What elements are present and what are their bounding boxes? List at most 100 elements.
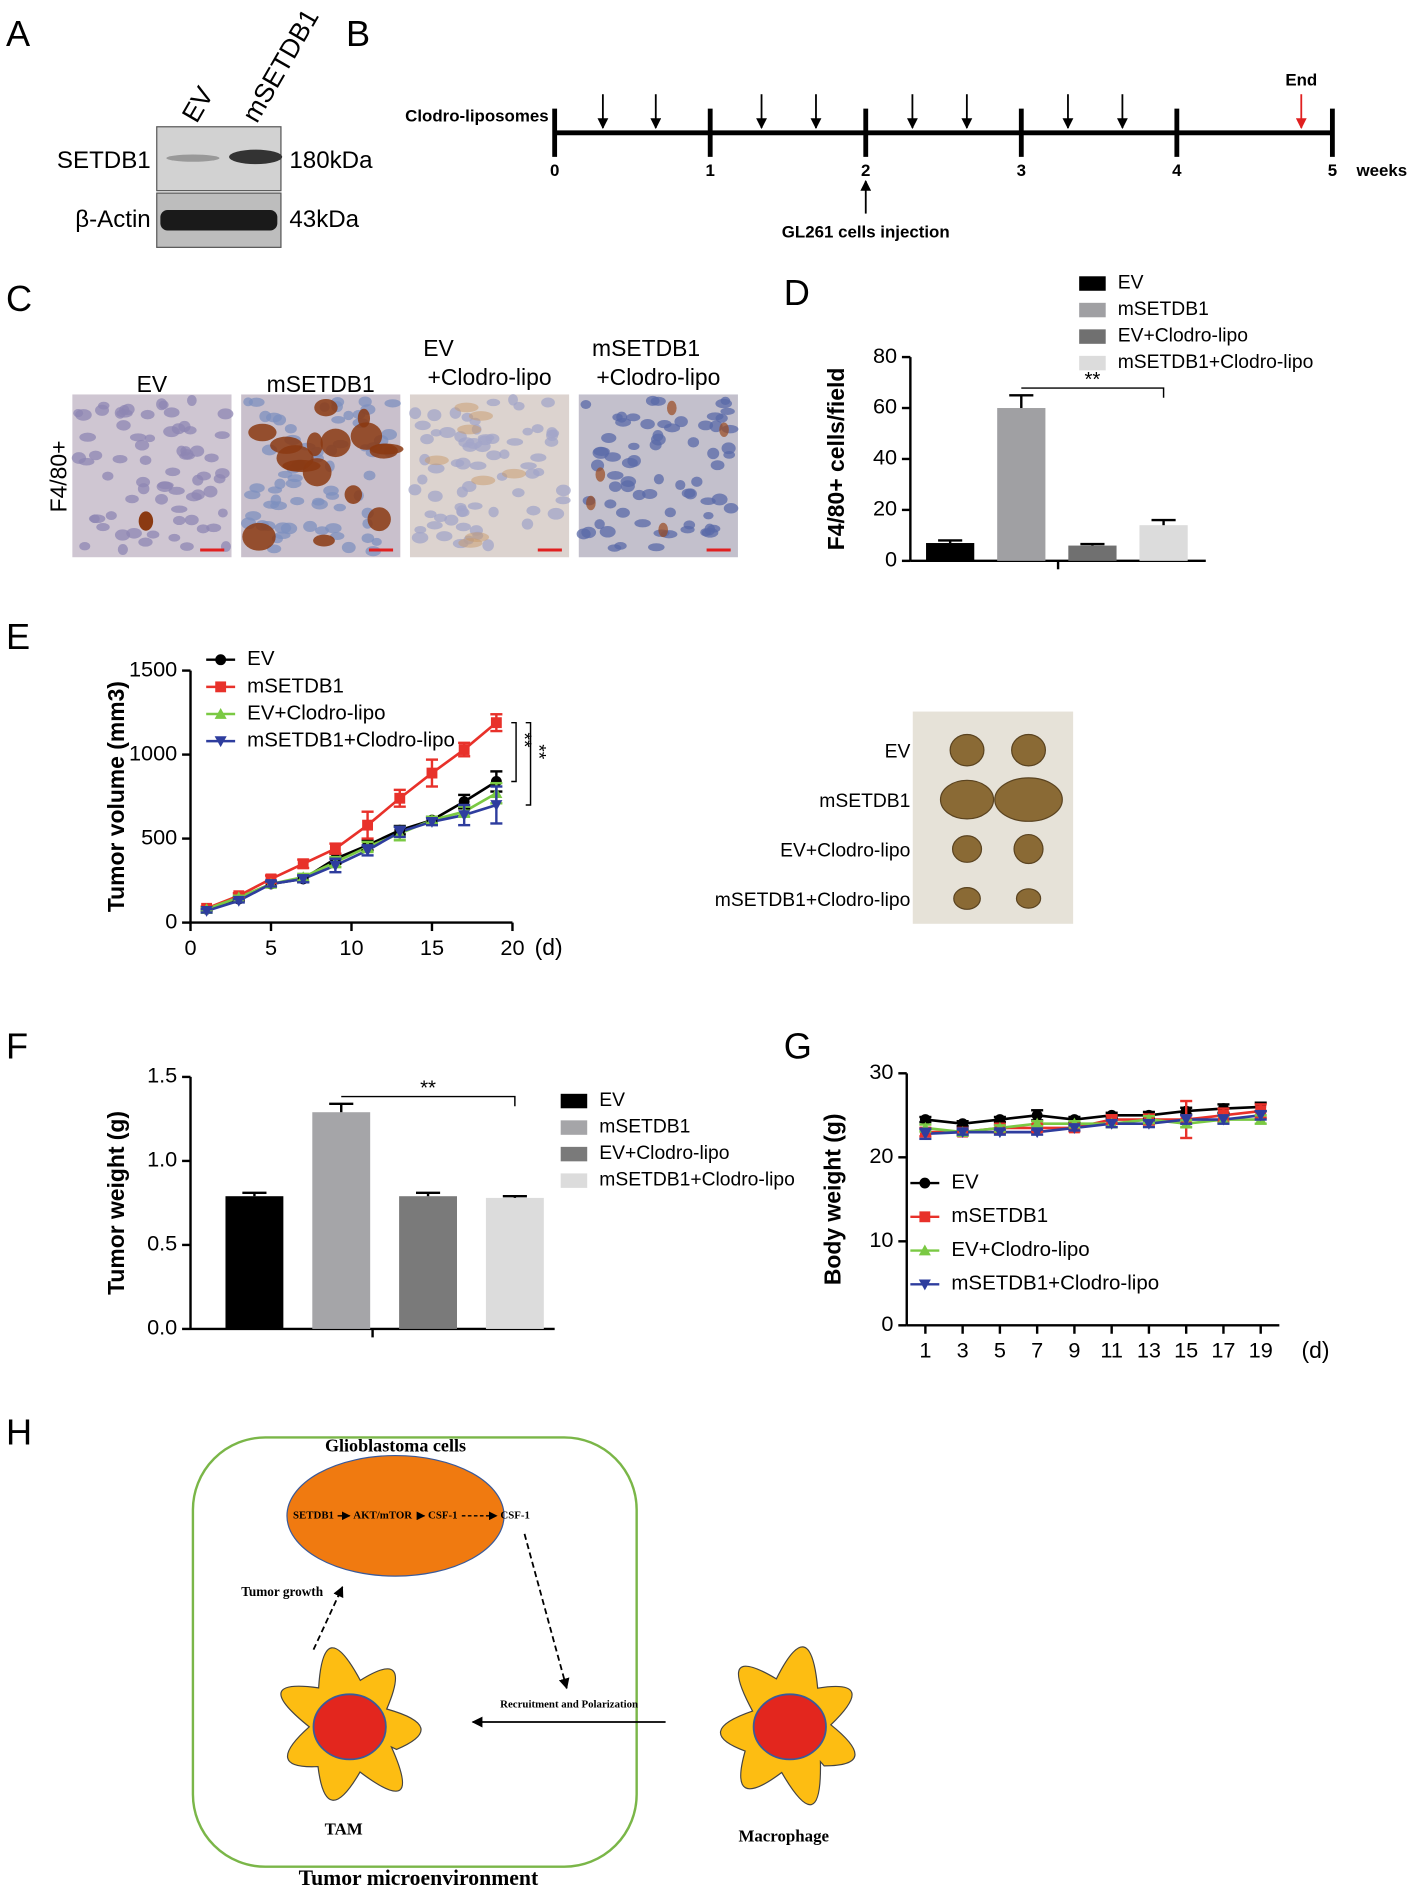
growth-label: Tumor growth — [241, 1584, 323, 1599]
point — [956, 1127, 969, 1139]
bar — [926, 543, 975, 561]
nucleus — [721, 442, 736, 455]
nucleus — [180, 542, 194, 551]
nucleus — [190, 445, 205, 457]
timeline-tick-label: 1 — [706, 161, 715, 180]
protein-label: SETDB1 — [57, 147, 151, 174]
nucleus — [284, 423, 297, 434]
ihc-title: mSETDB1 — [267, 371, 375, 397]
stain — [424, 455, 449, 466]
pathway-node: CSF-1 — [428, 1509, 458, 1521]
macrophage-label: Macrophage — [738, 1827, 829, 1846]
nucleus — [144, 434, 156, 443]
stain — [313, 534, 335, 547]
nucleus — [343, 410, 354, 421]
bar — [399, 1196, 457, 1329]
x-tick-label: 20 — [500, 935, 524, 960]
nucleus — [156, 481, 173, 492]
nucleus — [114, 529, 131, 541]
point — [297, 874, 310, 885]
nucleus — [183, 426, 197, 435]
nucleus — [650, 396, 666, 406]
nucleus — [173, 515, 186, 526]
point — [490, 800, 503, 812]
x-tick-label: 5 — [994, 1338, 1006, 1363]
legend-swatch — [560, 1120, 588, 1135]
point — [329, 860, 342, 872]
injection-label: GL261 cells injection — [782, 222, 950, 241]
nucleus — [168, 533, 181, 542]
y-axis-label: Tumor volume (mm3) — [103, 681, 129, 912]
nucleus — [126, 527, 142, 539]
ihc-title: +Clodro-lipo — [596, 364, 720, 390]
legend-label: mSETDB1+Clodro-lipo — [1118, 352, 1314, 373]
legend-label: mSETDB1+Clodro-lipo — [247, 729, 455, 752]
stain — [458, 538, 483, 548]
legend-marker — [918, 1279, 931, 1291]
nucleus — [430, 429, 442, 437]
nucleus — [531, 424, 544, 434]
point — [1217, 1114, 1230, 1126]
protein-label: β-Actin — [75, 206, 151, 233]
row-label: F4/80+ — [45, 440, 71, 512]
nucleus — [486, 398, 501, 407]
point — [425, 816, 439, 828]
stain — [471, 475, 496, 486]
error-bar — [242, 1191, 267, 1197]
nucleus — [752, 1693, 827, 1761]
series-line — [206, 721, 498, 910]
tumor — [951, 835, 983, 863]
y-tick-label: 0 — [885, 547, 897, 572]
nucleus — [424, 510, 437, 519]
nucleus — [79, 432, 97, 442]
nucleus — [168, 486, 185, 495]
significance-bracket — [511, 721, 517, 783]
panel-letter: E — [6, 616, 30, 657]
nucleus — [599, 526, 616, 538]
tumor — [1013, 833, 1044, 865]
point — [362, 819, 374, 831]
significance-label: ** — [1084, 368, 1100, 391]
photo-label: mSETDB1+Clodro-lipo — [715, 890, 911, 911]
tumor — [949, 733, 985, 767]
nucleus — [710, 460, 725, 471]
nucleus — [434, 513, 448, 523]
nucleus — [333, 503, 346, 512]
nucleus — [486, 450, 502, 461]
y-tick-label: 0.5 — [147, 1231, 177, 1256]
nucleus — [88, 514, 106, 524]
ihc-title: +Clodro-lipo — [428, 364, 552, 390]
y-axis-label: F4/80+ cells/field — [823, 368, 849, 551]
y-tick-label: 60 — [873, 394, 897, 419]
pathway-node: AKT/mTOR — [353, 1509, 412, 1521]
nucleus — [513, 401, 525, 411]
timeline-tick-label: 2 — [861, 161, 870, 180]
point — [919, 1114, 931, 1125]
nucleus — [612, 413, 623, 421]
nucleus — [606, 471, 624, 480]
legend-label: mSETDB1 — [1118, 299, 1209, 320]
photo-label: mSETDB1 — [819, 791, 910, 812]
nucleus — [371, 537, 382, 546]
nucleus — [426, 521, 443, 530]
y-tick-label: 0.0 — [147, 1315, 177, 1340]
point — [1068, 1123, 1081, 1134]
nucleus — [248, 397, 265, 407]
stain — [276, 445, 314, 471]
nucleus — [134, 439, 150, 451]
nucleus — [303, 520, 317, 532]
nucleus — [439, 426, 456, 438]
point — [394, 792, 406, 804]
point — [1031, 1117, 1044, 1129]
point — [393, 827, 406, 838]
nucleus — [469, 461, 487, 470]
x-tick-label: 0 — [184, 935, 196, 960]
bar — [1139, 525, 1188, 561]
nucleus — [156, 398, 168, 411]
nucleus — [171, 505, 188, 513]
legend-label: EV — [247, 647, 275, 670]
band — [229, 149, 283, 165]
x-axis-label: (d) — [535, 934, 563, 960]
series-line — [925, 1113, 1261, 1136]
nucleus — [180, 449, 194, 460]
